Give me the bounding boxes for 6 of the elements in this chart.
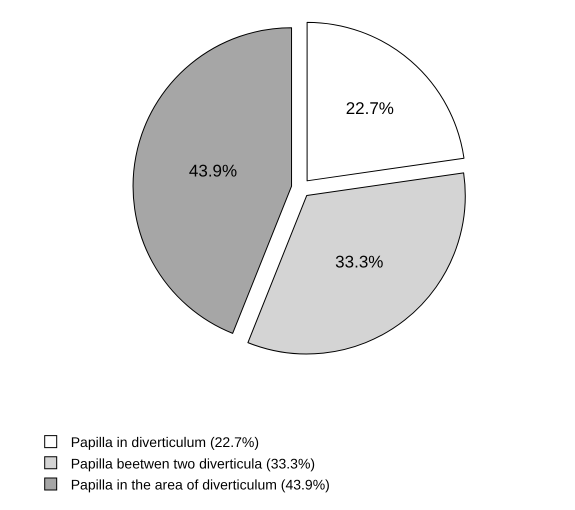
data-label: 22.7% xyxy=(346,98,394,118)
legend-label: Papilla in diverticulum (22.7%) xyxy=(70,434,260,450)
data-label: 43.9% xyxy=(188,162,238,181)
legend-label: Papilla beetwen two diverticula (33.3%) xyxy=(70,455,316,472)
legend-label: Papilla in the area of diverticulum (43.9%) xyxy=(70,476,330,492)
data-label: 33.3% xyxy=(335,252,384,272)
